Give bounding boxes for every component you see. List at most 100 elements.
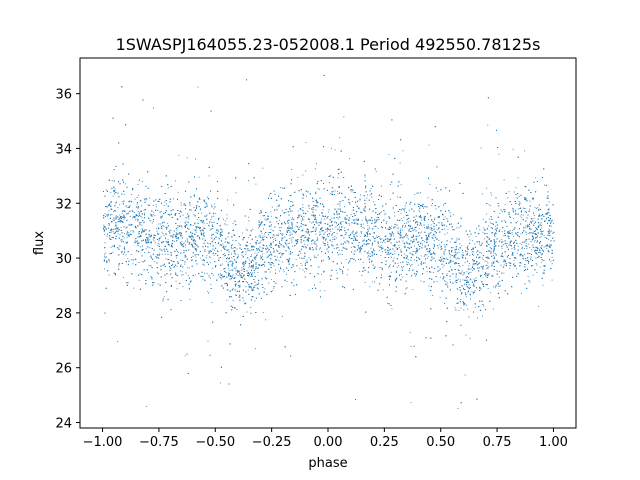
data-point <box>518 208 520 210</box>
data-point <box>399 162 401 164</box>
data-point <box>374 237 376 239</box>
data-point <box>465 304 467 306</box>
data-point <box>348 235 350 237</box>
data-point <box>486 236 488 238</box>
data-point <box>123 218 125 220</box>
data-point <box>332 239 334 240</box>
data-point <box>232 270 234 271</box>
data-point <box>331 241 333 242</box>
data-point <box>454 281 456 283</box>
data-point <box>248 180 250 182</box>
data-point <box>418 209 420 211</box>
data-point <box>371 251 373 253</box>
data-point <box>488 204 490 206</box>
data-point <box>220 274 222 276</box>
data-point <box>161 231 163 233</box>
data-point <box>123 210 125 212</box>
data-point <box>443 264 445 266</box>
data-point <box>309 207 311 209</box>
data-point <box>108 237 110 239</box>
data-point <box>110 214 112 216</box>
data-point <box>543 246 545 248</box>
data-point <box>110 191 112 193</box>
data-point <box>202 278 204 280</box>
data-point <box>387 302 389 304</box>
data-point <box>314 240 316 242</box>
data-point <box>513 217 514 219</box>
data-point <box>282 237 284 239</box>
data-point <box>213 212 214 214</box>
data-point <box>158 243 160 245</box>
data-point <box>153 240 155 242</box>
data-point <box>501 239 503 241</box>
data-point <box>322 241 324 243</box>
data-point <box>280 187 282 189</box>
data-point <box>110 231 112 233</box>
data-point <box>487 124 489 126</box>
data-point <box>406 236 408 238</box>
data-point <box>491 263 493 265</box>
data-point <box>462 252 464 254</box>
data-point <box>324 231 326 233</box>
data-point <box>135 219 137 221</box>
data-point <box>226 217 228 219</box>
data-point <box>194 223 196 225</box>
data-point <box>149 239 151 241</box>
data-point <box>278 227 280 229</box>
data-point <box>526 239 527 240</box>
data-point <box>359 248 361 250</box>
data-point <box>186 238 188 240</box>
data-point <box>452 229 454 231</box>
data-point <box>471 291 473 293</box>
data-point <box>181 271 183 273</box>
data-point <box>482 259 484 261</box>
data-point <box>290 226 292 228</box>
data-point <box>139 231 140 232</box>
data-point <box>147 204 149 206</box>
data-point <box>135 227 137 229</box>
data-point <box>279 219 281 221</box>
data-point <box>180 233 182 235</box>
data-point <box>174 240 176 242</box>
data-point <box>184 240 186 242</box>
data-point <box>276 249 278 251</box>
data-point <box>518 204 520 206</box>
data-point <box>232 274 234 276</box>
data-point <box>315 209 317 211</box>
data-point <box>304 237 306 239</box>
data-point <box>249 242 251 244</box>
data-point <box>426 257 428 259</box>
data-point <box>457 408 459 409</box>
data-point <box>154 215 156 217</box>
data-point <box>462 265 464 267</box>
data-point <box>176 251 178 253</box>
data-point <box>367 256 369 258</box>
data-point <box>181 241 183 243</box>
data-point <box>125 227 127 229</box>
data-point <box>104 234 106 236</box>
data-point <box>208 243 210 245</box>
data-point <box>508 232 510 233</box>
data-point <box>150 241 152 243</box>
data-point <box>401 276 403 278</box>
data-point <box>188 218 190 220</box>
data-point <box>195 206 197 208</box>
data-point <box>281 261 283 263</box>
data-point <box>502 244 504 245</box>
data-point <box>144 252 145 253</box>
data-point <box>314 229 316 231</box>
data-point <box>467 308 469 310</box>
data-point <box>285 211 287 213</box>
data-point <box>542 265 544 267</box>
data-point <box>443 254 445 256</box>
data-point <box>299 268 301 270</box>
data-point <box>376 235 378 237</box>
data-point <box>469 279 471 281</box>
data-point <box>508 191 510 193</box>
data-point <box>430 271 432 273</box>
data-point <box>360 194 362 196</box>
data-point <box>427 237 429 239</box>
data-point <box>329 225 331 227</box>
data-point <box>459 279 461 281</box>
data-point <box>157 245 159 247</box>
